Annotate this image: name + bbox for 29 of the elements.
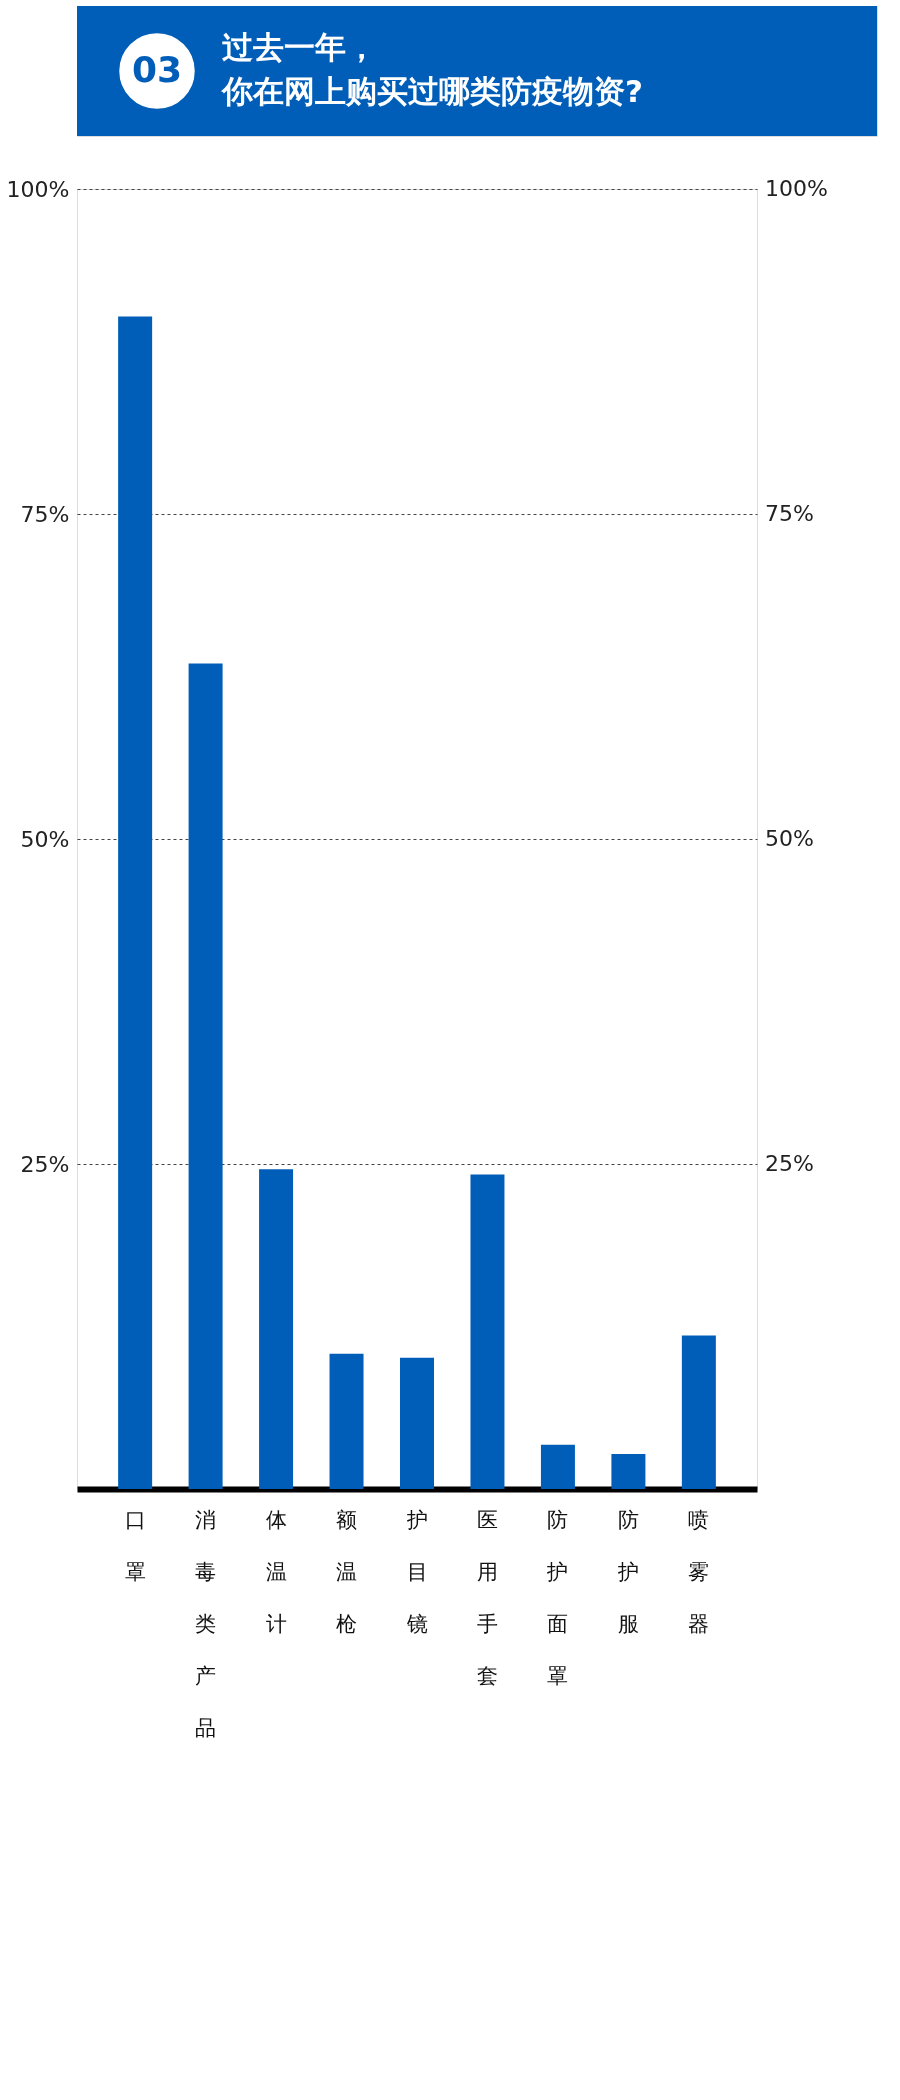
y2-tick-label: 100% bbox=[765, 176, 828, 201]
category-label: 护目镜 bbox=[406, 1507, 428, 1636]
chart-title: 过去一年， bbox=[222, 29, 377, 65]
y2-tick-label: 25% bbox=[765, 1151, 814, 1176]
category-label: 消毒类产品 bbox=[195, 1507, 217, 1740]
category-label: 防护服 bbox=[617, 1507, 639, 1636]
category-label: 口罩 bbox=[124, 1507, 146, 1584]
y-tick-label: 75% bbox=[20, 501, 70, 527]
bar bbox=[329, 1353, 364, 1489]
category-label: 额温枪 bbox=[336, 1507, 358, 1636]
bar bbox=[611, 1453, 646, 1489]
category-label: 医用手套 bbox=[476, 1507, 498, 1688]
bar bbox=[259, 1169, 294, 1489]
bar bbox=[470, 1174, 505, 1489]
category-label: 喷雾器 bbox=[688, 1507, 710, 1636]
y-tick-label: 25% bbox=[20, 1151, 70, 1177]
y-tick-label: 50% bbox=[20, 826, 70, 852]
bar bbox=[188, 663, 223, 1489]
bar bbox=[400, 1357, 434, 1489]
y2-tick-label: 50% bbox=[765, 826, 814, 851]
text: 03 bbox=[131, 49, 183, 90]
bar bbox=[681, 1335, 716, 1489]
category-label: 体温计 bbox=[265, 1507, 287, 1636]
y2-tick-label: 75% bbox=[765, 501, 814, 526]
y-tick-label: 100% bbox=[6, 176, 70, 202]
bar bbox=[540, 1444, 575, 1489]
bar bbox=[118, 316, 153, 1489]
category-label: 防护面罩 bbox=[547, 1507, 569, 1688]
chart-subtitle: 你在网上购买过哪类防疫物资? bbox=[220, 73, 643, 109]
